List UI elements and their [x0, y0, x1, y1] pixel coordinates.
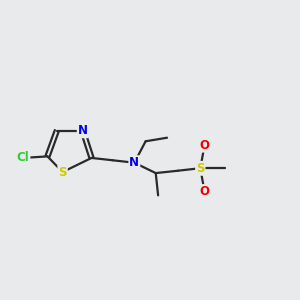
- Text: O: O: [199, 185, 209, 198]
- Text: O: O: [199, 139, 209, 152]
- Text: S: S: [58, 166, 67, 178]
- Text: S: S: [196, 162, 205, 175]
- Text: N: N: [129, 156, 139, 169]
- Text: Cl: Cl: [17, 152, 29, 164]
- Text: N: N: [78, 124, 88, 137]
